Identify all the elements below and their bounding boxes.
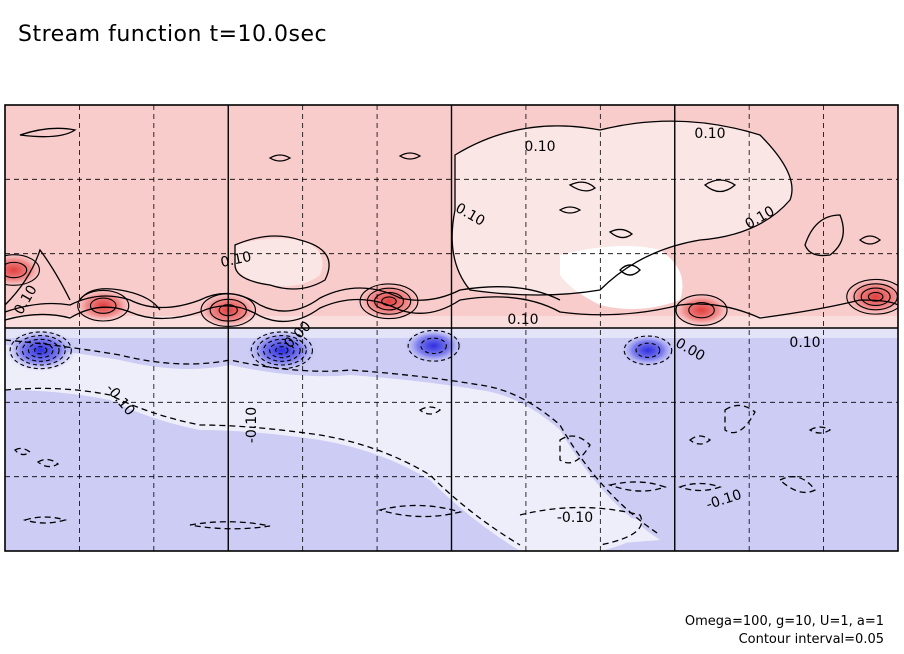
- contour-label: -0.10: [557, 510, 593, 526]
- positive-contour-ring: [89, 297, 117, 314]
- contour-label: 0.10: [524, 139, 555, 155]
- positive-contour-ring: [366, 287, 412, 315]
- positive-contour-ring: [359, 283, 419, 320]
- positive-light-band-2: [235, 238, 323, 287]
- contour-label: 0.10: [219, 249, 253, 271]
- positive-contour-ring: [5, 254, 40, 286]
- negative-extremum: [245, 328, 318, 372]
- contour-label: 0.10: [694, 126, 725, 142]
- negative-contour-ring: [269, 342, 295, 359]
- positive-contour-ring: [867, 291, 884, 302]
- negative-contour-lines: [4, 339, 832, 546]
- contour-lines: [4, 120, 899, 322]
- positive-contour-ring: [675, 294, 728, 327]
- negative-contour-ring: [250, 331, 313, 370]
- zero-band-positive: [560, 246, 683, 309]
- negative-extremum: [403, 327, 464, 364]
- positive-light-band: [452, 121, 792, 295]
- negative-contour-ring: [21, 338, 60, 362]
- negative-contour-ring: [15, 335, 66, 366]
- plot-frame: [4, 104, 899, 552]
- negative-contour-ring: [635, 342, 661, 358]
- contour-label: -0.10: [244, 407, 260, 443]
- parameters-note: Omega=100, g=10, U=1, a=1: [684, 614, 884, 629]
- negative-light-band: [5, 345, 660, 551]
- negative-contour-ring: [256, 335, 307, 366]
- chart-title: Stream function t=10.0sec: [18, 22, 328, 47]
- negative-contour-ring: [407, 329, 460, 362]
- extrema-layer: [5, 252, 898, 372]
- negative-contour-ring: [262, 338, 301, 362]
- positive-extremum: [671, 292, 732, 329]
- positive-contour-ring: [846, 278, 898, 315]
- negative-light-band-2: [520, 512, 642, 551]
- negative-extremum: [5, 328, 77, 372]
- contour-label: 0.10: [507, 312, 538, 328]
- positive-extremum: [73, 287, 134, 324]
- negative-contour-ring: [275, 346, 289, 355]
- negative-contour-ring: [9, 331, 72, 370]
- negative-contour-ring: [623, 335, 673, 366]
- positive-extremum: [841, 276, 898, 318]
- negative-contour-ring: [420, 337, 447, 355]
- positive-contour-ring: [5, 261, 28, 279]
- negative-extremum: [619, 333, 676, 368]
- negative-contour-ring: [27, 342, 54, 359]
- positive-contour-ring: [688, 301, 715, 319]
- positive-contour-ring: [860, 287, 891, 306]
- positive-extremum: [354, 280, 423, 322]
- negative-contour-ring: [34, 346, 48, 355]
- positive-contour-ring: [77, 289, 130, 322]
- contour-label: 0.10: [789, 335, 820, 351]
- contour-interval-note: Contour interval=0.05: [738, 632, 884, 647]
